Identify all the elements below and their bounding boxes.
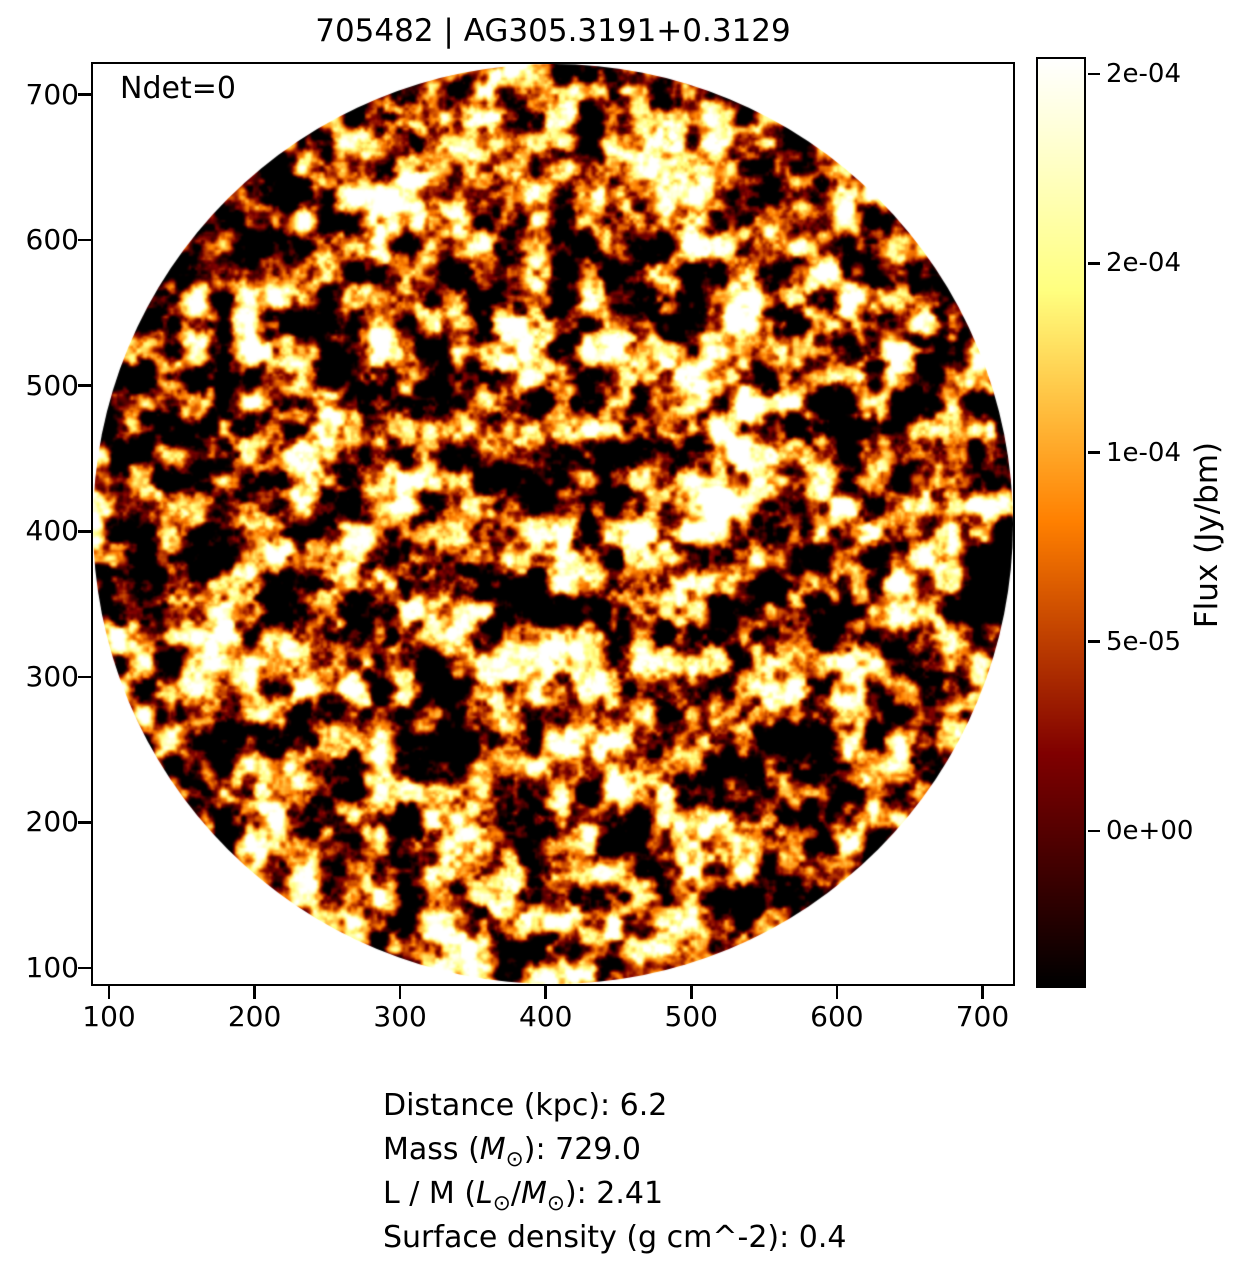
plot-title: 705482 | AG305.3191+0.3129 [315,13,791,49]
colorbar-tick [1088,262,1100,265]
colorbar-tick [1088,451,1100,454]
y-axis-tick-label: 300 [25,659,79,693]
y-axis-tick [78,821,91,824]
x-axis-tick-label: 500 [664,1000,718,1033]
info-line-3: Surface density (g cm^-2): 0.4 [383,1220,847,1255]
y-axis-tick-label: 700 [25,77,79,111]
colorbar [1036,57,1086,988]
y-axis-tick-label: 100 [25,950,79,984]
colorbar-tick [1088,72,1100,76]
colorbar-axis-label: Flux (Jy/bm) [1189,441,1225,629]
colorbar-tick [1088,640,1100,643]
x-axis-tick-label: 100 [82,1000,136,1033]
y-axis-tick [78,675,91,679]
plot-area [91,62,1015,986]
y-axis-tick [78,966,91,970]
y-axis-tick [78,384,91,387]
flux-map-canvas [93,64,1013,984]
x-axis-tick-label: 600 [810,1000,864,1033]
ndet-annotation: Ndet=0 [120,71,236,106]
colorbar-tick [1088,829,1100,833]
colorbar-tick-label: 2e-04 [1106,248,1182,279]
colorbar-gradient [1038,59,1084,986]
y-axis-tick [78,238,91,242]
info-line-2: L / M (L⊙/M⊙): 2.41 [383,1176,664,1216]
info-line-0: Distance (kpc): 6.2 [383,1088,668,1123]
x-axis-tick [398,986,402,999]
y-axis-tick [78,93,91,96]
colorbar-tick-label: 2e-04 [1106,59,1182,90]
x-axis-tick [835,986,839,999]
y-axis-tick-label: 200 [25,805,79,839]
colorbar-tick-label: 1e-04 [1106,437,1182,468]
y-axis-tick-label: 400 [25,514,79,548]
y-axis-tick [78,530,91,533]
x-axis-tick [981,986,984,999]
x-axis-tick-label: 200 [227,1000,282,1033]
x-axis-tick [107,986,111,999]
colorbar-tick-label: 0e+00 [1106,815,1194,846]
x-axis-tick-label: 300 [373,1000,427,1033]
x-axis-tick-label: 400 [518,1000,573,1033]
y-axis-tick-label: 600 [25,223,79,257]
x-axis-tick-label: 700 [955,1000,1010,1033]
x-axis-tick [544,986,547,999]
colorbar-tick-label: 5e-05 [1106,626,1182,657]
x-axis-tick [253,986,256,999]
y-axis-tick-label: 500 [25,368,79,402]
x-axis-tick [690,986,693,999]
info-line-1: Mass (M⊙): 729.0 [383,1132,641,1172]
